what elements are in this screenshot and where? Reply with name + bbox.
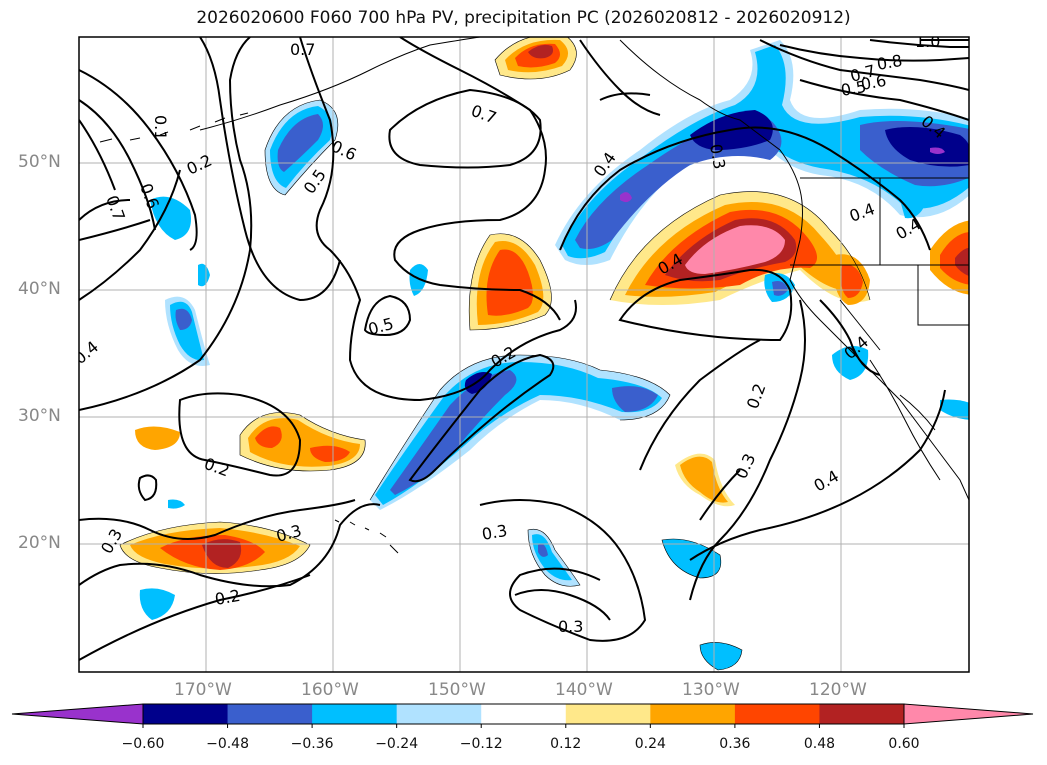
contour-label: 0.3 — [558, 617, 583, 636]
pv-contour-diagonal — [408, 353, 555, 483]
colorbar-segment — [312, 704, 398, 724]
colorbar-tick-label: 0.60 — [888, 736, 920, 752]
precip-positive-shading — [120, 37, 969, 574]
pv-contours — [79, 37, 969, 661]
lat-tick-label: 20°N — [18, 533, 61, 553]
colorbar-segment — [481, 704, 567, 724]
lon-tick-label: 140°W — [555, 680, 613, 700]
coastlines — [99, 37, 969, 554]
lat-tick-label: 40°N — [18, 279, 61, 299]
map-frame — [78, 36, 970, 673]
map-title: 2026020600 F060 700 hPa PV, precipitatio… — [196, 8, 851, 28]
lon-tick-label: 170°W — [174, 680, 232, 700]
precip-neg-far-west — [150, 196, 191, 240]
contour-label: 0.1 — [151, 115, 170, 140]
coastline-aleutians — [99, 112, 249, 143]
colorbar-segment — [734, 704, 820, 724]
colorbar-tick-label: −0.48 — [206, 736, 249, 752]
contour-label: 0.3 — [480, 521, 508, 544]
coastline-hawaii — [334, 519, 399, 554]
lon-tick-label: 150°W — [428, 680, 486, 700]
map-gridlines — [79, 37, 969, 672]
colorbar-segment — [650, 704, 736, 724]
us-state-borders — [790, 178, 969, 351]
lat-tick-label: 30°N — [18, 406, 61, 426]
colorbar-tick-label: −0.12 — [459, 736, 503, 752]
colorbar-tick-label: 0.48 — [803, 736, 836, 752]
colorbar-tick-label: −0.60 — [121, 736, 165, 752]
pv-contour-mid — [79, 37, 253, 411]
colorbar-tick-label: 0.12 — [550, 736, 582, 752]
contour-label: 0.2 — [213, 586, 241, 609]
contour-label: 1.0 — [915, 32, 940, 51]
colorbar-max-extension — [903, 703, 1034, 725]
coastline-alaska — [199, 37, 481, 131]
colorbar-min-extension — [11, 703, 144, 725]
lon-tick-label: 130°W — [682, 680, 740, 700]
colorbar-tick-label: −0.24 — [375, 736, 419, 752]
lat-tick-label: 50°N — [18, 152, 61, 172]
precip-blob-far-west — [135, 426, 180, 450]
lon-tick-label: 120°W — [809, 680, 867, 700]
colorbar-segment — [396, 704, 482, 724]
contour-label: 0.5 — [839, 77, 867, 100]
colorbar — [11, 703, 1034, 728]
pv-contour-1 — [79, 69, 198, 251]
contour-label: 0.7 — [290, 40, 315, 59]
colorbar-frame — [142, 703, 905, 725]
colorbar-segment — [819, 704, 905, 724]
lon-tick-label: 160°W — [301, 680, 359, 700]
colorbar-tick-label: 0.24 — [634, 736, 666, 752]
contour-label: 0.8 — [875, 51, 903, 74]
colorbar-segment — [143, 704, 229, 724]
colorbar-segment — [227, 704, 313, 724]
contour-label: 0.6 — [859, 71, 887, 94]
contour-label: 0.3 — [706, 142, 729, 170]
colorbar-segment — [565, 704, 651, 724]
colorbar-tick-label: 0.36 — [719, 736, 751, 752]
colorbar-tick-label: −0.36 — [290, 736, 334, 752]
precip-neg-small-blobs — [409, 264, 428, 296]
